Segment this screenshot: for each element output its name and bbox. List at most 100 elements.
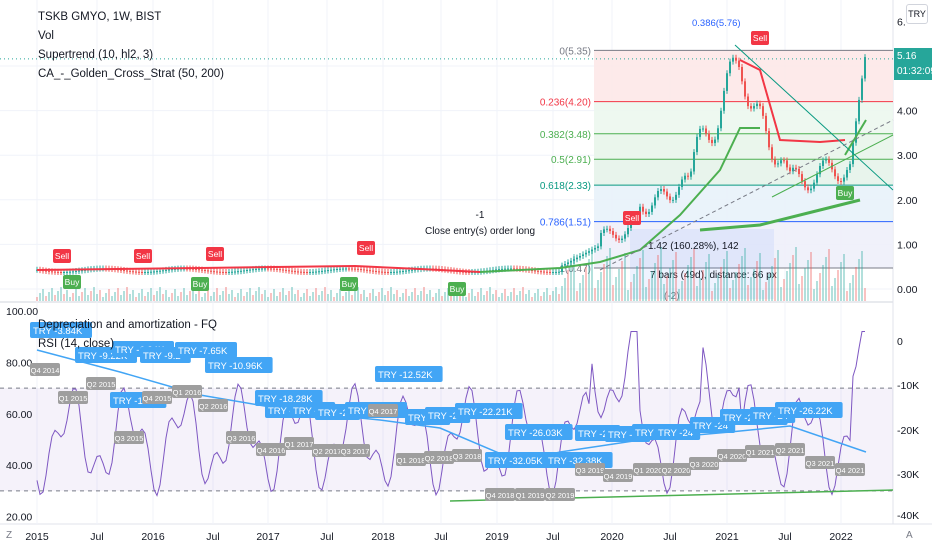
candle-body: [57, 271, 59, 273]
quarter-badge: [775, 443, 805, 456]
candle-body: [219, 271, 221, 273]
top-fib-label: 0.386(5.76): [692, 18, 741, 29]
candle-body: [714, 139, 716, 144]
quarter-badge: [452, 449, 482, 462]
candle-body: [168, 269, 170, 271]
quarter-badge: [515, 488, 545, 501]
earnings-label: TRY -21: [268, 406, 303, 417]
candle-body: [225, 272, 227, 274]
volume-bar: [507, 296, 509, 301]
volume-bar: [123, 291, 125, 301]
auto-scale-button[interactable]: A: [906, 530, 913, 541]
candle-body: [273, 268, 275, 270]
candle-body: [465, 271, 467, 273]
volume-bar: [615, 277, 617, 301]
quarter-label: Q1 2019: [516, 491, 545, 500]
volume-bar: [801, 276, 803, 301]
quarter-badge: [256, 443, 286, 456]
candle-body: [375, 270, 377, 272]
volume-bar: [300, 297, 302, 301]
volume-bar: [354, 291, 356, 301]
candle-body: [129, 270, 131, 272]
candle-body: [864, 57, 866, 79]
volume-bar: [309, 296, 311, 301]
volume-bar: [369, 293, 371, 301]
volume-bar: [231, 290, 233, 301]
rsi-tick-label: 100.00: [6, 306, 38, 318]
volume-bar: [360, 294, 362, 301]
candle-body: [531, 270, 533, 272]
volume-bar: [270, 293, 272, 301]
timezone-icon[interactable]: Z: [6, 530, 13, 541]
volume-bar: [654, 263, 656, 301]
candle-body: [150, 271, 152, 273]
volume-bar: [786, 271, 788, 301]
volume-bar: [516, 295, 518, 301]
volume-bar: [633, 274, 635, 301]
candle-body: [120, 269, 122, 271]
volume-bar: [501, 293, 503, 301]
candle-body: [63, 272, 65, 274]
volume-bar: [192, 287, 194, 301]
indicator-depreciation[interactable]: Depreciation and amortization - FQ: [38, 319, 217, 331]
volume-bar: [750, 277, 752, 301]
legend: TSKB GMYO, 1W, BIST Vol Supertrend (10, …: [38, 8, 224, 84]
volume-bar: [582, 275, 584, 301]
trend-line-dashed: [599, 119, 894, 271]
candle-body: [639, 206, 641, 215]
volume-bar: [723, 259, 725, 301]
trend-line: [771, 134, 894, 198]
volume-bar: [774, 258, 776, 301]
sell-label: Sell: [208, 249, 222, 259]
candle-body: [558, 271, 560, 273]
candle-body: [627, 228, 629, 235]
quarter-badge: [340, 444, 370, 457]
candle-body: [48, 270, 50, 272]
candle-body: [156, 271, 158, 273]
candle-body: [792, 167, 794, 172]
volume-bar: [213, 292, 215, 301]
candle-body: [579, 255, 581, 258]
indicator-vol[interactable]: Vol: [38, 30, 54, 42]
volume-bar: [246, 292, 248, 301]
buy-marker: [340, 277, 358, 291]
volume-bar: [837, 270, 839, 301]
volume-bar: [339, 289, 341, 301]
indicator-golden-cross[interactable]: CA_-_Golden_Cross_Strat (50, 200): [38, 68, 225, 80]
candle-body: [720, 110, 722, 129]
volume-bar: [363, 290, 365, 301]
volume-bar: [402, 293, 404, 301]
volume-bar: [756, 261, 758, 301]
volume-bar: [315, 288, 317, 301]
quarter-badge: [661, 463, 691, 476]
volume-bar: [687, 265, 689, 301]
volume-bar: [63, 294, 65, 301]
symbol-title[interactable]: TSKB GMYO, 1W, BIST: [38, 11, 162, 23]
volume-bar: [396, 290, 398, 301]
candle-body: [813, 182, 815, 189]
candle-body: [741, 66, 743, 82]
candle-body: [201, 269, 203, 271]
volume-bar: [219, 295, 221, 301]
volume-bar: [135, 297, 137, 301]
volume-bar: [393, 294, 395, 301]
quarter-label: Q4 2015: [143, 394, 172, 403]
candle-body: [861, 78, 863, 100]
volume-bar: [435, 293, 437, 301]
indicator-rsi[interactable]: RSI (14, close): [38, 338, 115, 350]
candle-body: [198, 269, 200, 271]
fib-label: 0.236(4.20): [540, 98, 591, 109]
quarter-label: Q1 2020: [634, 466, 663, 475]
candle-body: [657, 190, 659, 198]
candle-body: [510, 268, 512, 270]
candle-body: [771, 147, 773, 160]
indicator-supertrend[interactable]: Supertrend (10, hl2, 3): [38, 49, 154, 61]
candle-body: [615, 234, 617, 239]
currency-button[interactable]: TRY: [906, 4, 928, 24]
earnings-label: TRY -24: [658, 428, 693, 439]
volume-bar: [171, 293, 173, 301]
candle-body: [858, 99, 860, 122]
volume-bar: [282, 288, 284, 301]
candle-body: [747, 96, 749, 107]
